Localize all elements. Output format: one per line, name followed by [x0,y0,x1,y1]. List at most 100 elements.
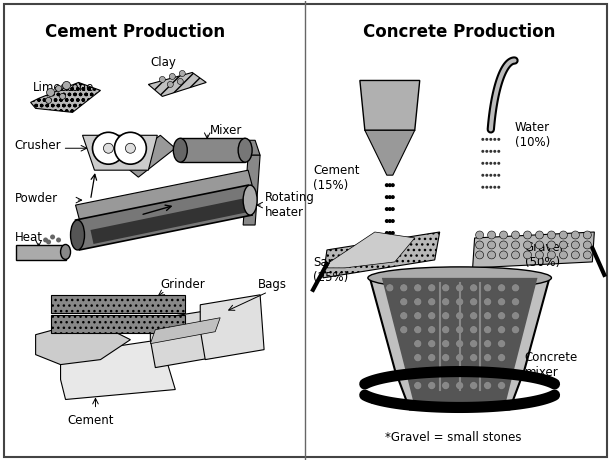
Circle shape [428,382,436,390]
Polygon shape [327,232,415,268]
Circle shape [428,354,436,361]
Circle shape [489,174,492,177]
Circle shape [497,326,505,334]
Circle shape [497,174,500,177]
Circle shape [481,174,485,177]
Polygon shape [82,135,158,170]
Circle shape [428,367,436,376]
Circle shape [489,186,492,189]
Circle shape [571,251,579,259]
Circle shape [497,367,505,376]
Polygon shape [365,130,415,175]
Circle shape [511,326,519,334]
Text: Cement
(15%): Cement (15%) [313,164,359,192]
Circle shape [485,150,488,153]
Ellipse shape [70,220,84,250]
Circle shape [500,251,508,259]
Circle shape [414,367,422,376]
Circle shape [493,186,496,189]
Circle shape [385,195,389,199]
Circle shape [488,251,496,259]
Text: Clay: Clay [150,57,176,70]
Circle shape [414,284,422,292]
Circle shape [428,340,436,348]
Text: Sand
(25%): Sand (25%) [313,256,348,284]
Circle shape [524,251,532,259]
Circle shape [56,237,61,242]
Circle shape [414,312,422,320]
Text: Powder: Powder [15,192,58,205]
Polygon shape [243,155,260,225]
Text: Water
(10%): Water (10%) [514,121,550,149]
Circle shape [385,243,389,247]
Circle shape [497,138,500,141]
Circle shape [483,326,492,334]
Polygon shape [243,140,260,155]
Text: Bags: Bags [258,278,287,291]
Circle shape [497,340,505,348]
Text: *Gravel = small stones: *Gravel = small stones [385,431,521,444]
Polygon shape [360,81,420,130]
Circle shape [400,312,408,320]
Circle shape [481,186,485,189]
Circle shape [470,340,478,348]
Circle shape [500,241,508,249]
Polygon shape [382,278,538,408]
Circle shape [535,251,543,259]
Circle shape [391,255,395,259]
Circle shape [400,284,408,292]
Ellipse shape [243,185,257,215]
Polygon shape [51,315,185,333]
Circle shape [488,241,496,249]
Circle shape [511,241,519,249]
Circle shape [483,382,492,390]
Circle shape [483,340,492,348]
Polygon shape [150,308,230,367]
Circle shape [388,219,392,223]
Polygon shape [122,135,175,177]
Circle shape [497,162,500,165]
Circle shape [497,298,505,306]
Circle shape [442,284,450,292]
Circle shape [442,312,450,320]
Circle shape [56,85,62,91]
Text: Rotating
heater: Rotating heater [265,191,315,219]
Circle shape [388,231,392,235]
Circle shape [497,312,505,320]
Text: Crusher: Crusher [15,139,61,152]
Circle shape [584,241,591,249]
Polygon shape [76,170,252,220]
Circle shape [442,298,450,306]
Circle shape [456,382,464,390]
Circle shape [483,354,492,361]
Circle shape [535,231,543,239]
Circle shape [500,231,508,239]
Circle shape [497,354,505,361]
Circle shape [493,162,496,165]
Circle shape [497,382,505,390]
Circle shape [125,143,136,153]
Circle shape [92,132,125,164]
Circle shape [400,298,408,306]
Circle shape [442,340,450,348]
Circle shape [475,251,483,259]
Text: Concrete
mixer: Concrete mixer [524,351,578,378]
Text: Gravel*
(50%): Gravel* (50%) [524,241,569,269]
Circle shape [388,243,392,247]
Circle shape [485,174,488,177]
Circle shape [489,138,492,141]
Circle shape [481,162,485,165]
Circle shape [414,326,422,334]
Circle shape [62,82,70,89]
Circle shape [475,241,483,249]
Circle shape [103,143,114,153]
Circle shape [391,243,395,247]
Circle shape [159,77,166,83]
Circle shape [428,298,436,306]
Polygon shape [16,245,65,260]
Circle shape [388,195,392,199]
Circle shape [167,82,174,88]
Circle shape [428,284,436,292]
Circle shape [456,312,464,320]
Circle shape [169,73,175,79]
